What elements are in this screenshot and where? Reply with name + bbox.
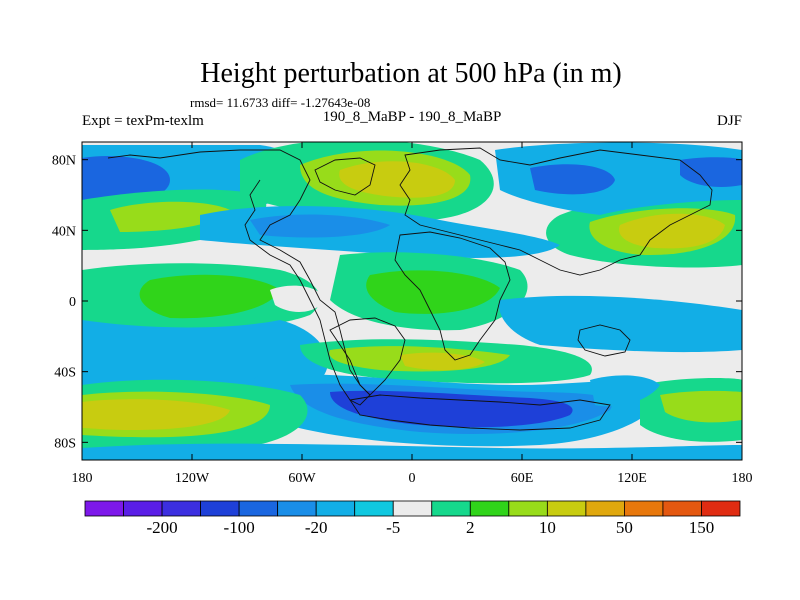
contour-sw-pacific-core [660,390,742,423]
contour-asia-low-core-2 [680,157,742,187]
left-string: Expt = texPm-texlm [82,113,204,129]
colorbar-swatch [200,500,240,517]
contour-atlantic-low-core [250,214,390,238]
x-tick-label: 120W [175,471,210,486]
colorbar-swatch [277,500,317,517]
contour-indian [499,295,742,353]
colorbar-label: 2 [466,518,475,537]
coastline-south-america [329,317,406,396]
colorbar-swatch [392,500,433,517]
x-tick-label: 180 [732,471,753,486]
colorbar-label: -5 [386,518,400,537]
colorbar-label: 10 [539,518,556,537]
colorbar-label: 50 [616,518,633,537]
y-tick-label: 40N [52,224,76,239]
x-axis-ticks: 180 120W 60W 0 60E 120E 180 [72,142,753,486]
y-tick-label: 80N [52,154,76,169]
x-tick-label: 180 [72,471,93,486]
stats-string: rmsd= 11.6733 diff= -1.27643e-08 [190,95,370,110]
coastline-greenland [314,157,376,196]
colorbar-swatch [431,500,471,517]
colorbar-label: 150 [689,518,715,537]
contour-wpac-high-core [619,213,725,249]
coastline-africa [394,231,511,361]
contour-africa-high-core [366,270,500,314]
contour-s-indian [590,375,660,407]
colorbar-label: -100 [224,518,255,537]
colorbar-label: -20 [305,518,328,537]
colorbar-swatch [701,500,741,517]
colorbar-swatch [546,500,587,517]
contour-southern-low-core [330,390,573,428]
contour-tropics-pocket [270,285,325,312]
contour-field [82,142,742,460]
coastline-north-america [107,149,371,406]
y-tick-label: 0 [69,295,76,310]
coastline-australia [577,324,631,357]
x-tick-label: 0 [409,471,416,486]
colorbar-swatch [238,500,279,517]
x-tick-label: 120E [617,471,647,486]
colorbar-swatch [662,500,702,517]
right-string: DJF [717,113,742,129]
y-axis-ticks: 80N 40N 0 40S 80S [52,154,742,451]
colorbar-swatch [469,500,510,517]
contour-spac-high-core [82,399,230,430]
y-tick-label: 80S [54,436,76,451]
coastline-eurasia [399,147,713,276]
colorbar-swatch [624,500,664,517]
colorbar-swatch [84,500,124,517]
y-tick-label: 40S [54,366,76,381]
contour-antarctic [82,443,742,460]
chart-title: Height perturbation at 500 hPa (in m) [200,58,621,89]
coastlines [107,147,713,431]
colorbar: -200 -100 -20 -5 2 10 50 150 [84,500,741,537]
center-string: 190_8_MaBP - 190_8_MaBP [323,109,502,125]
colorbar-swatch [123,500,163,517]
colorbar-swatch [508,500,548,517]
colorbar-label: -200 [146,518,177,537]
colorbar-swatch [315,500,356,517]
coastline-antarctica [349,394,611,431]
contour-asia-low-core [530,164,615,195]
colorbar-swatch [585,500,625,517]
colorbar-swatch [354,500,394,517]
contour-arctic-high-core [339,161,455,198]
colorbar-swatch [161,500,201,517]
x-tick-label: 60E [511,471,534,486]
x-tick-label: 60W [288,471,316,486]
contour-tropics-high-core [139,274,280,319]
